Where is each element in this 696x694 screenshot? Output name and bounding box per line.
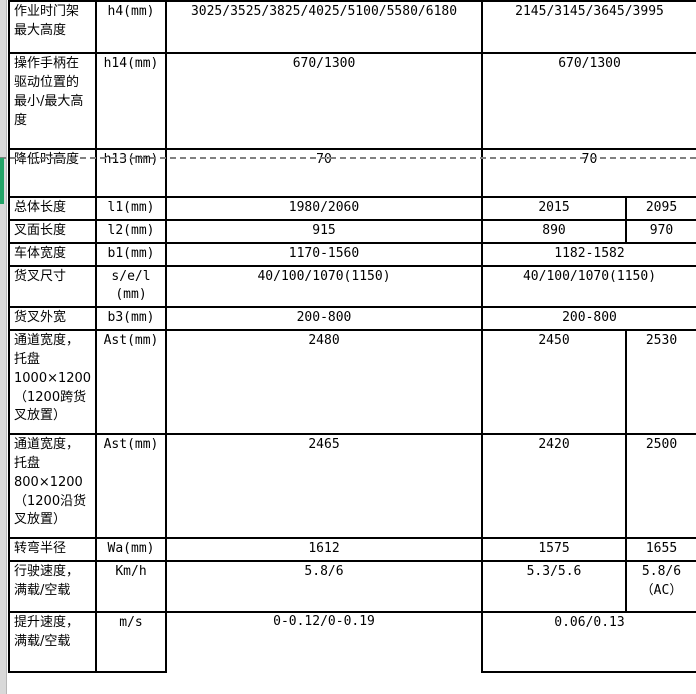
row-value-v2: 40/100/1070(1150) [481,264,696,309]
table-row: 操作手柄在驱动位置的最小/最大高度 h14(mm) 670/1300 670/1… [8,52,696,150]
table-row: 转弯半径 Wa(mm) 1612 1575 1655 [8,537,696,562]
table-row: 行驶速度，满载/空载 Km/h 5.8/6 5.3/5.6 5.8/6 （AC） [8,559,696,613]
row-symbol: l2(mm) [95,218,167,244]
row-value-v3: 2500 [625,433,696,540]
row-value-v3: 1655 [625,537,696,562]
row-value-v3: 2530 [625,329,696,436]
row-value-v3: 2095 [625,196,696,221]
row-value-v1: 2480 [165,329,483,436]
row-label: 提升速度，满载/空载 [8,610,97,673]
row-value-v1: 1980/2060 [165,196,483,221]
row-label: 通道宽度，托盘800×1200（1200沿货叉放置） [8,433,97,540]
row-symbol: m/s [95,610,167,673]
row-value-v1a: 0-0.12/0-0.19 [166,611,482,672]
table-row: 货叉尺寸 s/e/l (mm) 40/100/1070(1150) 40/100… [8,264,696,309]
row-value-v2: 1575 [481,537,627,562]
row-value-v2: 0.06/0.13 [481,610,696,673]
table-row: 货叉外宽 b3(mm) 200-800 200-800 [8,306,696,332]
row-label: 叉面长度 [8,218,97,244]
row-value-v1: 200-800 [165,306,483,332]
row-label: 通道宽度，托盘1000×1200（1200跨货叉放置） [8,329,97,436]
table-row: 作业时门架最大高度 h4(mm) 3025/3525/3825/4025/510… [8,0,696,54]
row-symbol: Wa(mm) [95,537,167,562]
row-symbol: h4(mm) [95,0,167,54]
row-value-v1: 3025/3525/3825/4025/5100/5580/6180 [165,0,483,54]
row-value-v1: 5.8/6 [165,559,483,613]
row-symbol: l1(mm) [95,196,167,221]
row-value-v3: 5.8/6 （AC） [625,559,696,613]
table-row: 车体宽度 b1(mm) 1170-1560 1182-1582 [8,241,696,267]
row-label: 转弯半径 [8,537,97,562]
row-value-v2: 2450 [481,329,627,436]
row-value-v2: 2015 [481,196,627,221]
row-value-v1: 2465 [165,433,483,540]
row-header-gutter [0,0,7,694]
specification-table: 作业时门架最大高度 h4(mm) 3025/3525/3825/4025/510… [8,0,696,673]
row-value-v2: 2420 [481,433,627,540]
row-value-v1: 40/100/1070(1150) [165,264,483,309]
table-row: 叉面长度 l2(mm) 915 890 970 [8,218,696,244]
row-label: 车体宽度 [8,241,97,267]
row-symbol: s/e/l (mm) [95,264,167,309]
row-value-v2: 1182-1582 [481,241,696,267]
table-row: 总体长度 l1(mm) 1980/2060 2015 2095 [8,196,696,221]
row-label: 作业时门架最大高度 [8,0,97,54]
row-value-v1: 915 [165,218,483,244]
row-value-v2: 670/1300 [481,52,696,150]
row-label: 货叉外宽 [8,306,97,332]
row-label: 货叉尺寸 [8,264,97,309]
row-selection-accent [0,158,4,204]
row-value-v2: 5.3/5.6 [481,559,627,613]
row-symbol: h14(mm) [95,52,167,150]
row-symbol: Ast(mm) [95,329,167,436]
row-value-v1: 670/1300 [165,52,483,150]
row-symbol: b3(mm) [95,306,167,332]
row-value-v2: 2145/3145/3645/3995 [481,0,696,54]
row-symbol: b1(mm) [95,241,167,267]
row-label: 行驶速度，满载/空载 [8,559,97,613]
table-row: 通道宽度，托盘1000×1200（1200跨货叉放置） Ast(mm) 2480… [8,329,696,436]
row-label: 总体长度 [8,196,97,221]
row-value-v3: 970 [625,218,696,244]
row-value-v2: 200-800 [481,306,696,332]
table-row: 提升速度，满载/空载 m/s 0-0.12/0-0.19 0.06/0.13 [8,610,696,673]
dashed-row-separator [0,157,696,159]
row-symbol: Ast(mm) [95,433,167,540]
table-row: 通道宽度，托盘800×1200（1200沿货叉放置） Ast(mm) 2465 … [8,433,696,540]
row-symbol: Km/h [95,559,167,613]
row-label: 操作手柄在驱动位置的最小/最大高度 [8,52,97,150]
row-value-v1: 1170-1560 [165,241,483,267]
row-value-v1: 1612 [165,537,483,562]
row-value-v2: 890 [481,218,627,244]
